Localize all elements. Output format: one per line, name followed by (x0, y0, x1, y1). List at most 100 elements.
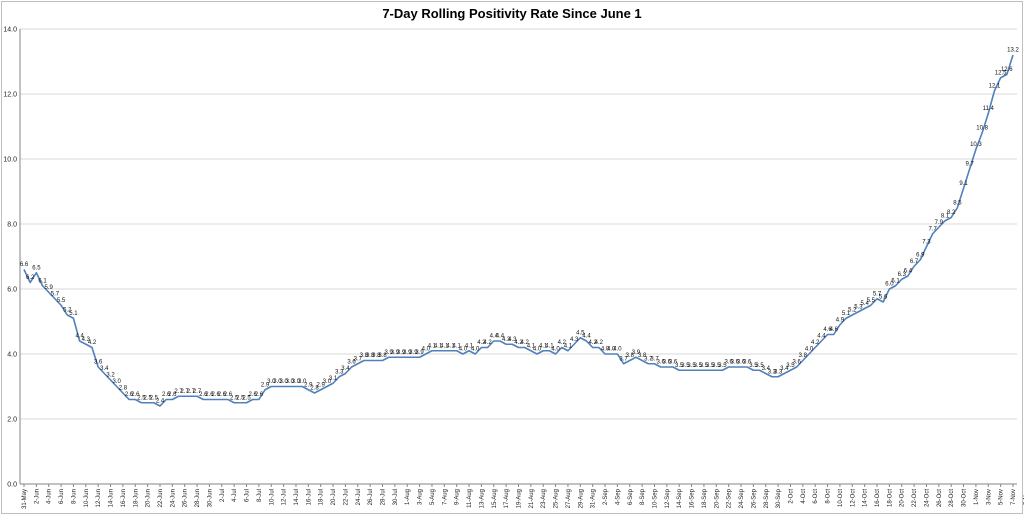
x-tick-label: 25-Aug (554, 489, 560, 508)
x-tick-label: 6-Jun (59, 489, 65, 504)
data-label: 3.7 (619, 356, 628, 362)
data-label: 4.4 (490, 334, 499, 340)
data-label: 3.9 (403, 350, 412, 356)
data-label: 6.9 (916, 252, 925, 258)
data-label: 3.5 (706, 363, 715, 369)
x-tick-label: 23-Aug (541, 489, 547, 508)
data-label: 3.6 (94, 360, 103, 366)
x-tick-label: 30-Jun (207, 489, 213, 507)
x-tick-label: 4-Sep (615, 488, 621, 505)
data-label: 2.8 (310, 386, 319, 392)
data-label: 8.1 (941, 213, 950, 219)
x-tick-label: 31-May (22, 489, 28, 509)
x-tick-label: 4-Jul (232, 489, 238, 502)
data-label: 7.7 (928, 226, 937, 232)
x-tick-label: 22-Jun (158, 489, 164, 507)
x-tick-label: 4-Jun (47, 489, 53, 504)
data-label: 6.4 (904, 269, 913, 275)
data-label: 10.3 (970, 142, 982, 148)
x-tick-label: 2-Jun (34, 489, 40, 504)
data-label: 6.7 (910, 259, 919, 265)
x-tick-label: 8-Jun (71, 489, 77, 504)
data-label: 4.1 (446, 343, 455, 349)
data-label: 3.0 (273, 379, 282, 385)
x-tick-label: 24-Oct (924, 489, 930, 507)
data-label: 3.5 (694, 363, 703, 369)
data-label: 5.6 (879, 295, 888, 301)
x-tick-label: 6-Sep (628, 488, 634, 505)
data-label: 3.5 (675, 363, 684, 369)
data-label: 4.1 (428, 343, 437, 349)
x-tick-label: 3-Aug (418, 489, 424, 505)
x-tick-label: 12-Sep (665, 488, 671, 508)
data-label: 3.0 (279, 379, 288, 385)
data-label: 5.1 (842, 311, 851, 317)
y-tick-label: 8.0 (7, 222, 17, 229)
data-label: 4.4 (817, 334, 826, 340)
x-tick-label: 28-Jun (195, 489, 201, 507)
x-tick-label: 20-Jul (331, 489, 337, 505)
data-label: 4.5 (576, 330, 585, 336)
x-tick-label: 26-Jun (183, 489, 189, 507)
x-tick-label: 24-Jul (356, 489, 362, 505)
data-label: 4.2 (88, 340, 97, 346)
data-label: 4.9 (836, 317, 845, 323)
data-label: 5.3 (854, 304, 863, 310)
data-label: 9.1 (959, 181, 968, 187)
x-tick-label: 7-Aug (442, 489, 448, 505)
x-tick-label: 12-Jun (96, 489, 102, 507)
x-tick-label: 27-Aug (566, 489, 572, 508)
data-label: 3.5 (681, 363, 690, 369)
x-tick-label: 16-Oct (875, 489, 881, 507)
y-tick-label: 10.0 (3, 157, 17, 164)
x-tick-label: 30-Jul (393, 489, 399, 505)
x-tick-label: 10-Sep (652, 488, 658, 508)
x-tick-label: 2-Sep (603, 488, 609, 505)
data-label: 3.5 (749, 363, 758, 369)
data-label: 5.9 (45, 285, 54, 291)
data-label: 4.0 (459, 347, 468, 353)
x-tick-label: 7-Nov (1011, 489, 1017, 505)
data-label: 3.8 (799, 353, 808, 359)
data-label: 5.1 (69, 311, 78, 317)
x-tick-label: 26-Oct (937, 489, 943, 507)
x-tick-label: 14-Sep (677, 488, 683, 508)
data-label: 5.4 (860, 301, 869, 307)
x-tick-label: 8-Jul (257, 489, 263, 502)
x-tick-label: 3-Nov (986, 489, 992, 505)
data-label: 4.1 (465, 343, 474, 349)
data-label: 9.7 (966, 161, 975, 167)
data-label: 12.5 (995, 70, 1007, 76)
data-label: 3.3 (335, 369, 344, 375)
data-label: 3.7 (354, 356, 363, 362)
data-label: 3.6 (731, 360, 740, 366)
data-label: 2.6 (162, 392, 171, 398)
data-label: 3.6 (724, 360, 733, 366)
x-tick-label: 16-Jun (121, 489, 127, 507)
data-label: 4.0 (613, 347, 622, 353)
data-label: 4.3 (502, 337, 511, 343)
x-tick-label: 20-Jun (146, 489, 152, 507)
data-label: 12.6 (1001, 67, 1013, 73)
data-label: 3.6 (792, 360, 801, 366)
y-tick-label: 4.0 (7, 352, 17, 359)
data-label: 6.5 (32, 265, 41, 271)
series-positivity (23, 54, 1014, 407)
data-label: 4.1 (545, 343, 554, 349)
data-label: 2.7 (181, 389, 190, 395)
data-label: 3.5 (755, 363, 764, 369)
data-label: 3.8 (366, 353, 375, 359)
data-label: 3.8 (372, 353, 381, 359)
y-axis: 0.0 2.0 4.0 6.0 8.0 10.0 12.0 14.0 (3, 27, 21, 489)
x-tick-label: 8-Sep (640, 488, 646, 505)
data-label: 3.0 (286, 379, 295, 385)
data-label: 2.6 (168, 392, 177, 398)
x-tick-label: 30-Oct (962, 489, 968, 507)
data-label: 3.6 (669, 360, 678, 366)
x-tick-label: 31-Aug (591, 489, 597, 508)
data-label: 4.1 (453, 343, 462, 349)
data-label: 4.0 (805, 347, 814, 353)
data-label: 4.1 (564, 343, 573, 349)
